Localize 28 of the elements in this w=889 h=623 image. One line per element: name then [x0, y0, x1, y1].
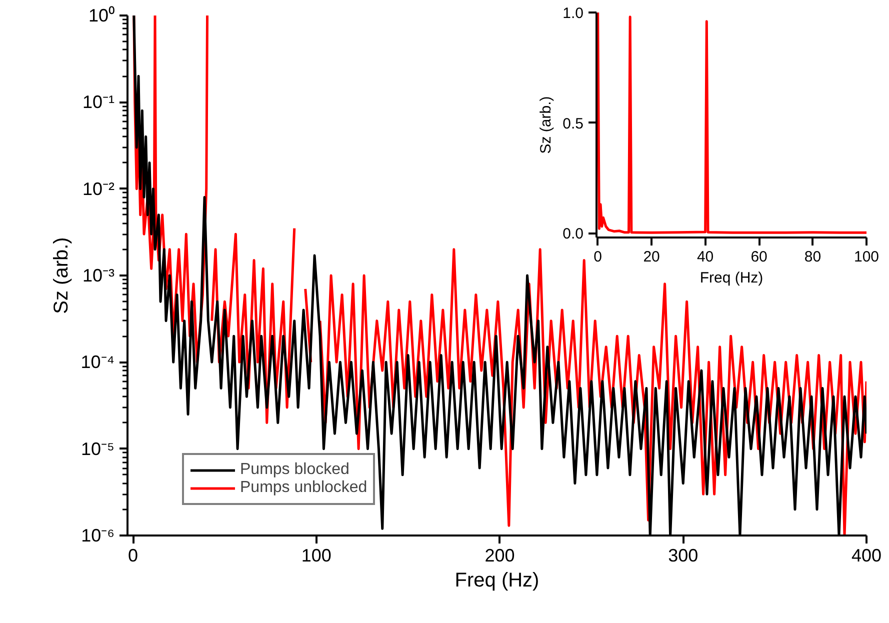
y-tick-label: 1.0: [562, 5, 584, 22]
x-tick-label: 0: [594, 248, 602, 266]
x-tick-label: 40: [696, 248, 714, 266]
x-tick-label: 0: [128, 546, 138, 566]
legend-label: Pumps blocked: [240, 461, 350, 479]
y-tick-label: 10⁻⁵: [81, 438, 114, 459]
x-tick-label: 60: [750, 248, 768, 266]
y-tick-label: 0.5: [562, 115, 584, 132]
y-tick-label: 10⁻⁴: [80, 352, 115, 372]
x-tick-label: 100: [854, 248, 880, 266]
x-tick-label: 300: [668, 546, 698, 566]
x-axis-title: Freq (Hz): [700, 270, 764, 286]
line-series: [596, 12, 866, 234]
y-tick-label: 10⁻¹: [82, 92, 115, 112]
y-tick-label: 10⁰: [88, 6, 115, 26]
y-axis-title: Sz (arb.): [538, 96, 555, 154]
x-tick-label: 400: [851, 546, 882, 566]
y-tick-label: 10⁻⁶: [81, 526, 115, 546]
y-tick-label: 10⁻³: [82, 266, 115, 286]
y-tick-label: 0.0: [562, 226, 584, 243]
x-tick-label: 80: [804, 248, 822, 266]
y-tick-label: 10⁻²: [82, 178, 115, 199]
x-tick-label: 100: [301, 546, 332, 566]
y-axis-title: Sz (arb.): [50, 237, 73, 314]
x-tick-label: 20: [643, 248, 660, 266]
legend-label: Pumps unblocked: [240, 479, 368, 497]
x-tick-label: 200: [484, 546, 515, 566]
x-axis-title: Freq (Hz): [454, 570, 540, 592]
